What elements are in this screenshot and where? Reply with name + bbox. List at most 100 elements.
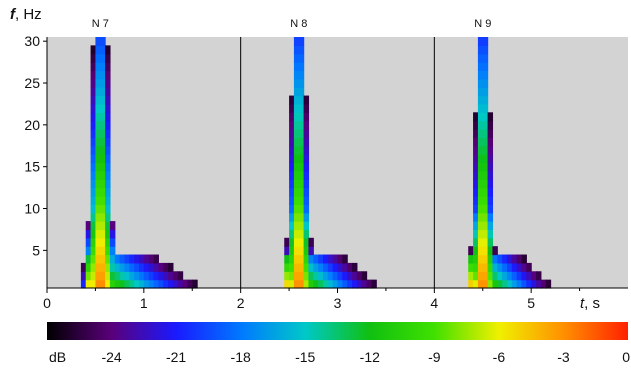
spectrogram-cell — [95, 37, 101, 46]
x-axis-unit: , s — [584, 295, 600, 312]
spectrogram-cell — [293, 145, 300, 155]
spectrogram-cell — [298, 221, 305, 231]
spectrogram-cell — [477, 154, 484, 164]
spectrogram-cell — [289, 221, 295, 231]
spectrogram-cell — [477, 246, 484, 256]
spectrogram-cell — [105, 162, 111, 172]
spectrogram-cell — [284, 246, 290, 256]
spectrogram-cell — [289, 95, 295, 105]
spectrogram-cell — [105, 179, 111, 189]
spectrogram-cell — [90, 195, 97, 205]
spectrogram-cell — [482, 246, 489, 256]
spectrogram-cell — [289, 187, 295, 197]
spectrogram-cell — [90, 162, 97, 172]
spectrogram-cell — [482, 154, 489, 164]
spectrogram-cell — [468, 262, 474, 272]
spectrogram-cell — [298, 70, 305, 80]
spectrogram-cell — [187, 279, 193, 289]
spectrogram-cell — [293, 95, 300, 105]
spectrogram-cell — [85, 279, 92, 289]
spectrogram-cell — [298, 246, 305, 256]
spectrogram-cell — [342, 279, 348, 289]
spectrogram-cell — [95, 162, 101, 172]
spectrogram-cell — [492, 246, 498, 256]
spectrogram-cell — [487, 271, 494, 281]
spectrogram-cell — [105, 279, 111, 289]
y-tick-label: 10 — [24, 201, 40, 217]
spectrogram-cell — [153, 262, 159, 272]
spectrogram-cell — [497, 279, 503, 289]
spectrogram-cell — [506, 262, 513, 272]
spectrogram-cell — [100, 137, 106, 147]
spectrogram-cell — [105, 87, 111, 97]
spectrogram-cell — [477, 145, 484, 155]
spectrogram-cell — [293, 246, 300, 256]
spectrogram-cell — [327, 254, 334, 264]
spectrogram-cell — [313, 271, 319, 281]
spectrogram-cell — [100, 221, 106, 231]
spectrogram-cell — [526, 271, 532, 281]
spectrogram-cell — [90, 246, 97, 256]
spectrogram-cell — [100, 271, 106, 281]
spectrogram-cell — [95, 254, 101, 264]
y-tick-label: 5 — [32, 242, 40, 258]
spectrogram-cell — [293, 170, 300, 180]
spectrogram-cell — [298, 162, 305, 172]
spectrogram-cell — [477, 279, 484, 289]
spectrogram-cell — [90, 154, 97, 164]
spectrogram-cell — [129, 279, 135, 289]
spectrogram-cell — [100, 154, 106, 164]
spectrogram-cell — [303, 279, 310, 289]
spectrogram-cell — [95, 103, 101, 113]
spectrogram-cell — [482, 271, 489, 281]
spectrogram-cell — [289, 170, 295, 180]
spectrogram-cell — [492, 262, 498, 272]
spectrogram-cell — [289, 137, 295, 147]
axes: 5 10 15 20 25 30 f, Hz 0 1 2 3 4 5 t, s — [10, 6, 628, 312]
spectrogram-cell — [163, 271, 169, 281]
spectrogram-cell — [482, 120, 489, 130]
spectrogram-cell — [298, 145, 305, 155]
spectrogram-cell — [293, 237, 300, 247]
spectrogram-cell — [327, 262, 334, 272]
spectrogram-cell — [100, 70, 106, 80]
spectrogram-cell — [100, 179, 106, 189]
spectrogram-cell — [105, 145, 111, 155]
spectrogram-cell — [138, 279, 145, 289]
spectrogram-cell — [327, 271, 334, 281]
spectrogram-cell — [293, 195, 300, 205]
x-tick-label: 0 — [43, 295, 51, 311]
spectrogram-cell — [95, 70, 101, 80]
spectrogram-cell — [168, 279, 174, 289]
spectrogram-cell — [289, 271, 295, 281]
spectrogram-cell — [303, 129, 310, 138]
spectrogram-cell — [90, 120, 97, 130]
spectrogram-cell — [298, 62, 305, 72]
spectrogram-cell — [105, 112, 111, 122]
spectrogram-cell — [148, 262, 155, 272]
spectrogram-cell — [100, 87, 106, 97]
spectrogram-cell — [289, 279, 295, 289]
spectrogram-cell — [303, 154, 310, 164]
spectrogram-cell — [105, 78, 111, 88]
y-tick-label: 25 — [24, 75, 40, 91]
spectrogram-cell — [289, 212, 295, 222]
colorbar-tick-label: 0 — [622, 349, 630, 365]
spectrogram-cell — [293, 271, 300, 281]
spectrogram-cell — [293, 262, 300, 272]
spectrogram-cell — [100, 95, 106, 105]
spectrogram-cell — [105, 229, 111, 239]
spectrogram-cell — [468, 246, 474, 256]
spectrogram-cell — [85, 229, 92, 239]
spectrogram-cell — [100, 145, 106, 155]
spectrogram-cell — [298, 237, 305, 247]
spectrogram-cell — [284, 254, 290, 264]
y-axis-title: f, Hz — [10, 6, 42, 23]
spectrogram-cell — [303, 262, 310, 272]
spectrogram-cell — [502, 254, 508, 264]
spectrogram-cell — [318, 271, 324, 281]
spectrogram-cell — [477, 271, 484, 281]
spectrogram-cell — [473, 154, 479, 164]
spectrogram-cell — [100, 53, 106, 63]
spectrogram-cell — [293, 87, 300, 97]
